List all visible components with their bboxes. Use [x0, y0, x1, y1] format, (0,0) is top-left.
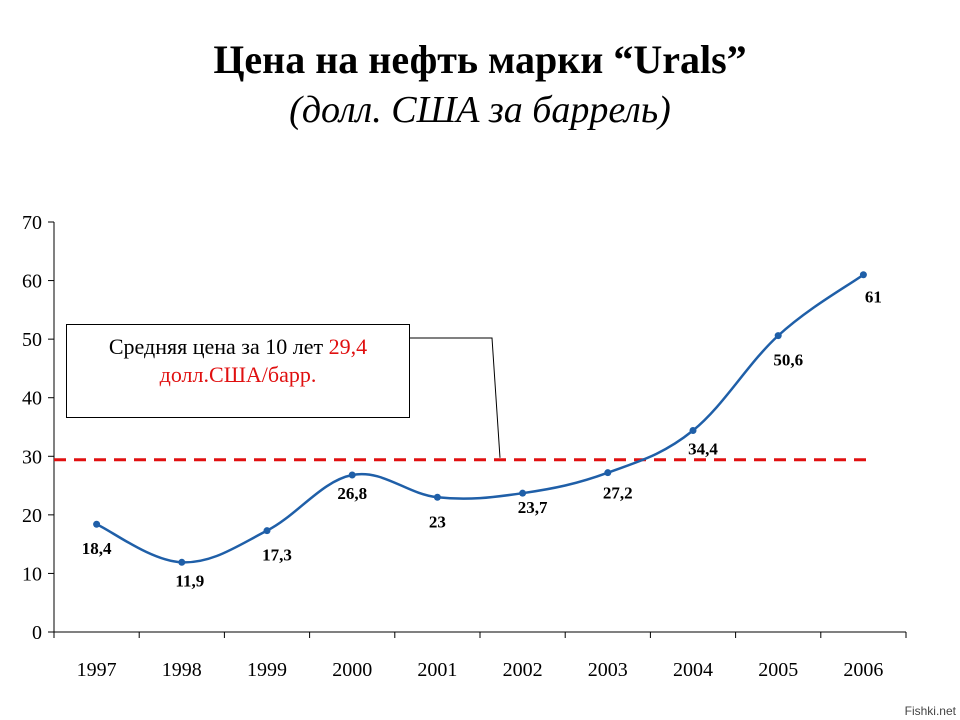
annotation-connector — [410, 337, 501, 458]
chart-title: Цена на нефть марки “Urals” — [213, 37, 747, 82]
x-tick-label: 1999 — [247, 659, 287, 681]
x-tick-label: 2002 — [503, 659, 543, 681]
annotation-line-1: Средняя цена за 10 лет 29,4 — [67, 333, 409, 361]
average-price-annotation: Средняя цена за 10 лет 29,4 долл.США/бар… — [66, 324, 410, 418]
data-point — [519, 489, 527, 497]
data-label: 11,9 — [175, 571, 204, 590]
data-label: 27,2 — [603, 484, 633, 503]
data-point — [604, 469, 612, 477]
data-label: 50,6 — [773, 351, 803, 370]
x-tick-label: 2006 — [843, 659, 883, 681]
x-tick-label: 2003 — [588, 659, 628, 681]
x-tick-label: 1998 — [162, 659, 202, 681]
data-point — [859, 271, 867, 279]
y-tick-label: 30 — [22, 446, 42, 468]
y-tick-label: 50 — [22, 329, 42, 351]
data-label: 23,7 — [518, 498, 548, 517]
x-tick-label: 2005 — [758, 659, 798, 681]
x-tick-label: 2004 — [673, 659, 713, 681]
y-tick-label: 0 — [32, 622, 42, 644]
y-tick-label: 70 — [22, 212, 42, 234]
annotation-text: Средняя цена за 10 лет — [108, 334, 324, 359]
data-point — [348, 471, 356, 479]
annotation-average-value: 29,4 — [328, 334, 368, 359]
y-tick-label: 60 — [22, 271, 42, 293]
data-point — [178, 558, 186, 566]
data-point — [689, 427, 697, 435]
y-tick-label: 40 — [22, 388, 42, 410]
data-point — [433, 493, 441, 501]
chart-subtitle: (долл. США за баррель) — [289, 89, 671, 131]
x-tick-label: 2001 — [417, 659, 457, 681]
data-label: 18,4 — [82, 539, 112, 558]
data-label: 34,4 — [688, 440, 718, 459]
x-tick-label: 2000 — [332, 659, 372, 681]
data-point — [263, 527, 271, 535]
y-tick-label: 20 — [22, 505, 42, 527]
watermark: Fishki.net — [904, 704, 956, 718]
price-line — [96, 273, 865, 564]
data-point — [774, 332, 782, 340]
y-tick-label: 10 — [22, 563, 42, 585]
data-label: 26,8 — [337, 484, 367, 503]
annotation-unit: долл.США/барр. — [159, 362, 317, 387]
x-tick-label: 1997 — [77, 659, 117, 681]
data-label: 17,3 — [262, 546, 292, 565]
data-label: 61 — [865, 288, 882, 307]
data-label: 23 — [429, 512, 446, 531]
data-point — [93, 520, 101, 528]
